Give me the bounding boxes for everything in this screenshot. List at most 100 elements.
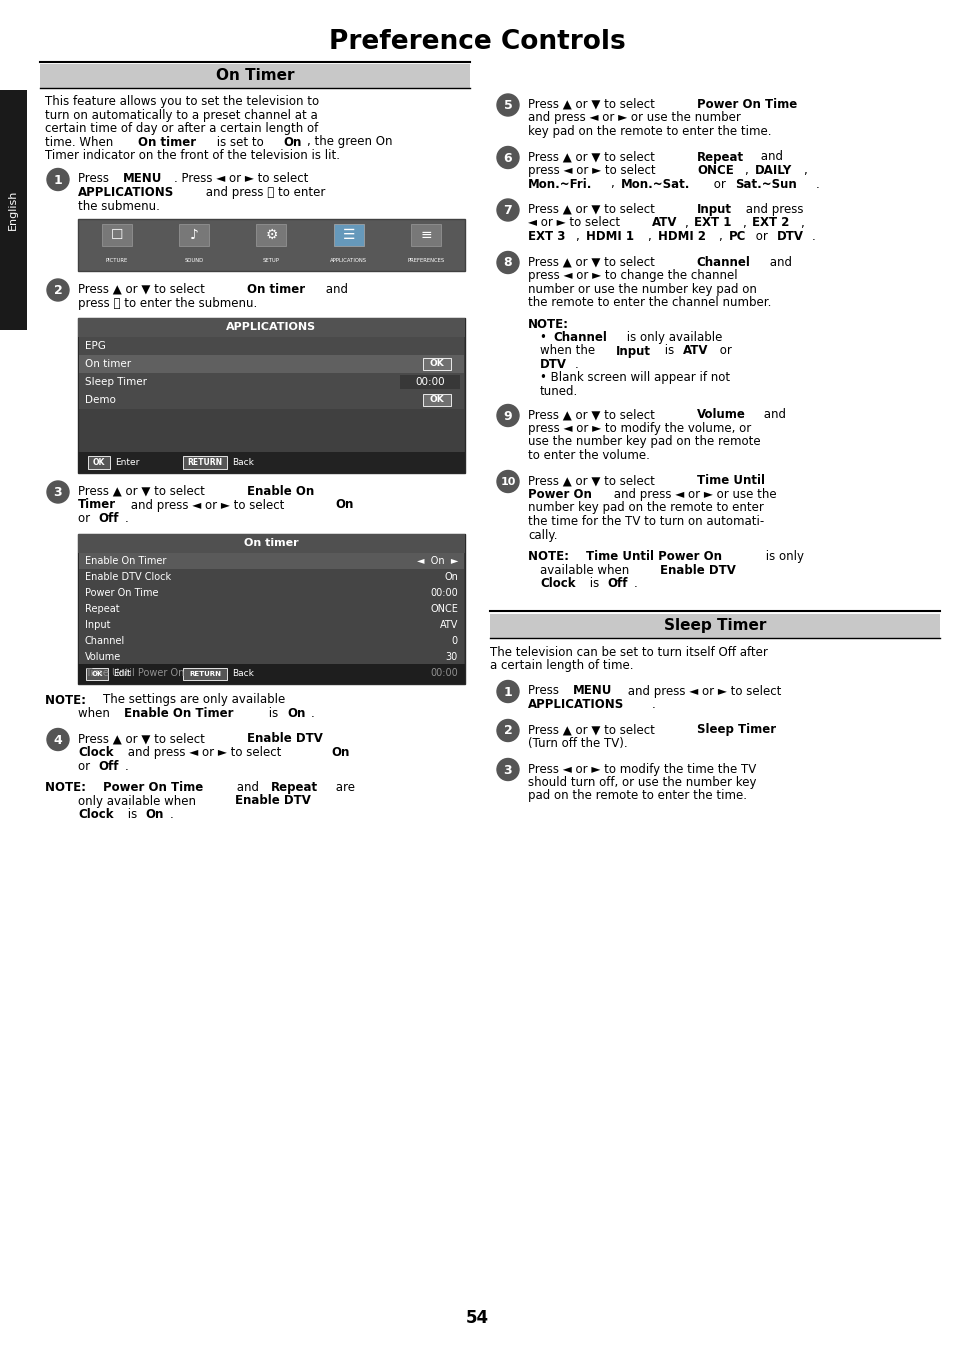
Text: The settings are only available: The settings are only available: [103, 693, 285, 706]
Circle shape: [497, 252, 518, 274]
Text: 1: 1: [503, 686, 512, 698]
Text: .: .: [125, 759, 129, 772]
Text: or: or: [78, 512, 93, 524]
Text: • Blank screen will appear if not: • Blank screen will appear if not: [539, 372, 729, 384]
Text: Off: Off: [98, 512, 119, 524]
Text: and press ◄ or ► or use the number: and press ◄ or ► or use the number: [527, 112, 740, 124]
Text: MENU: MENU: [123, 173, 162, 186]
Text: Press ▲ or ▼ to select: Press ▲ or ▼ to select: [527, 724, 658, 736]
Text: Power On Time: Power On Time: [103, 780, 203, 794]
Text: Sleep Timer: Sleep Timer: [663, 617, 765, 634]
Bar: [399, 375, 459, 390]
Text: the remote to enter the channel number.: the remote to enter the channel number.: [527, 297, 771, 309]
Text: Edit: Edit: [112, 669, 131, 678]
Text: Press: Press: [78, 173, 112, 186]
Text: Back: Back: [232, 669, 253, 678]
Text: Time Until: Time Until: [696, 474, 763, 488]
Text: 3: 3: [53, 487, 62, 499]
Text: MENU: MENU: [572, 685, 612, 697]
Text: is: is: [660, 345, 678, 357]
Bar: [183, 667, 227, 679]
Text: .: .: [811, 231, 815, 243]
Text: ,: ,: [801, 164, 805, 177]
Text: is only available: is only available: [622, 332, 721, 344]
Text: APPLICATIONS: APPLICATIONS: [78, 186, 174, 200]
Text: 2: 2: [503, 724, 512, 737]
Text: EXT 1: EXT 1: [694, 217, 731, 229]
Text: 8: 8: [503, 256, 512, 270]
Text: HDMI 2: HDMI 2: [657, 231, 705, 243]
Bar: [86, 667, 108, 679]
Text: .: .: [311, 706, 314, 720]
Text: Power On Time: Power On Time: [696, 98, 796, 111]
Bar: [88, 456, 110, 469]
Text: NOTE:: NOTE:: [45, 780, 90, 794]
Text: and press ◄ or ► to select: and press ◄ or ► to select: [623, 685, 784, 697]
Text: ,: ,: [719, 231, 726, 243]
Bar: [78, 452, 464, 473]
Text: ATV: ATV: [682, 345, 708, 357]
Text: Channel: Channel: [696, 256, 750, 268]
Text: . Press ◄ or ► to select: . Press ◄ or ► to select: [173, 173, 308, 186]
Text: .: .: [815, 178, 818, 190]
Text: Timer: Timer: [78, 499, 116, 511]
Text: press ◄ or ► to select: press ◄ or ► to select: [527, 164, 659, 177]
Text: This feature allows you to set the television to: This feature allows you to set the telev…: [45, 94, 319, 108]
Bar: [79, 616, 463, 632]
Text: EXT 2: EXT 2: [751, 217, 789, 229]
Text: 1: 1: [53, 174, 62, 186]
Text: Repeat: Repeat: [271, 780, 317, 794]
Text: and press ◄ or ► to select: and press ◄ or ► to select: [127, 499, 288, 511]
Circle shape: [47, 728, 69, 751]
Text: when: when: [78, 706, 113, 720]
Bar: [334, 224, 363, 245]
Text: 7: 7: [503, 204, 512, 217]
Text: number key pad on the remote to enter: number key pad on the remote to enter: [527, 501, 763, 515]
Bar: [40, 63, 470, 88]
Text: is set to: is set to: [213, 136, 267, 148]
Text: Clock: Clock: [78, 745, 113, 759]
Text: On: On: [283, 136, 301, 148]
Text: EPG: EPG: [85, 341, 106, 350]
Text: Sat.~Sun: Sat.~Sun: [735, 178, 797, 190]
Text: when the: when the: [539, 345, 598, 357]
Bar: [79, 665, 463, 681]
Bar: [422, 394, 451, 406]
Text: ,: ,: [647, 231, 655, 243]
Text: Press ◄ or ► to modify the time the TV: Press ◄ or ► to modify the time the TV: [527, 763, 756, 775]
Text: and: and: [765, 256, 791, 268]
Text: 4: 4: [53, 733, 62, 747]
Text: ♪: ♪: [190, 228, 198, 243]
Text: Volume: Volume: [696, 408, 744, 422]
Text: SOUND: SOUND: [184, 257, 203, 263]
Text: or: or: [751, 231, 770, 243]
Bar: [490, 613, 939, 638]
Text: DTV: DTV: [776, 231, 803, 243]
Text: On timer: On timer: [244, 538, 298, 549]
Text: OK: OK: [91, 670, 103, 677]
Bar: [79, 553, 463, 569]
Circle shape: [497, 200, 518, 221]
Text: ◄ or ► to select: ◄ or ► to select: [527, 217, 623, 229]
Text: ,: ,: [744, 164, 752, 177]
Bar: [0, 90, 27, 330]
Text: •: •: [539, 332, 550, 344]
Text: the submenu.: the submenu.: [78, 200, 160, 213]
Text: Preference Controls: Preference Controls: [328, 30, 625, 55]
Text: available when: available when: [539, 563, 633, 577]
Text: The television can be set to turn itself Off after: The television can be set to turn itself…: [490, 646, 767, 659]
Text: to enter the volume.: to enter the volume.: [527, 449, 649, 462]
Text: Power On Time: Power On Time: [85, 588, 158, 597]
Text: and: and: [759, 408, 784, 422]
Text: Off: Off: [98, 759, 119, 772]
Text: On: On: [444, 572, 457, 581]
Text: Channel: Channel: [85, 635, 125, 646]
Text: Press ▲ or ▼ to select: Press ▲ or ▼ to select: [527, 151, 658, 163]
Text: Back: Back: [232, 458, 253, 466]
Text: is: is: [585, 577, 602, 590]
Circle shape: [497, 94, 518, 116]
Text: Enter: Enter: [115, 458, 139, 466]
Text: SETUP: SETUP: [263, 257, 279, 263]
Text: NOTE:: NOTE:: [527, 550, 573, 563]
Circle shape: [47, 481, 69, 503]
